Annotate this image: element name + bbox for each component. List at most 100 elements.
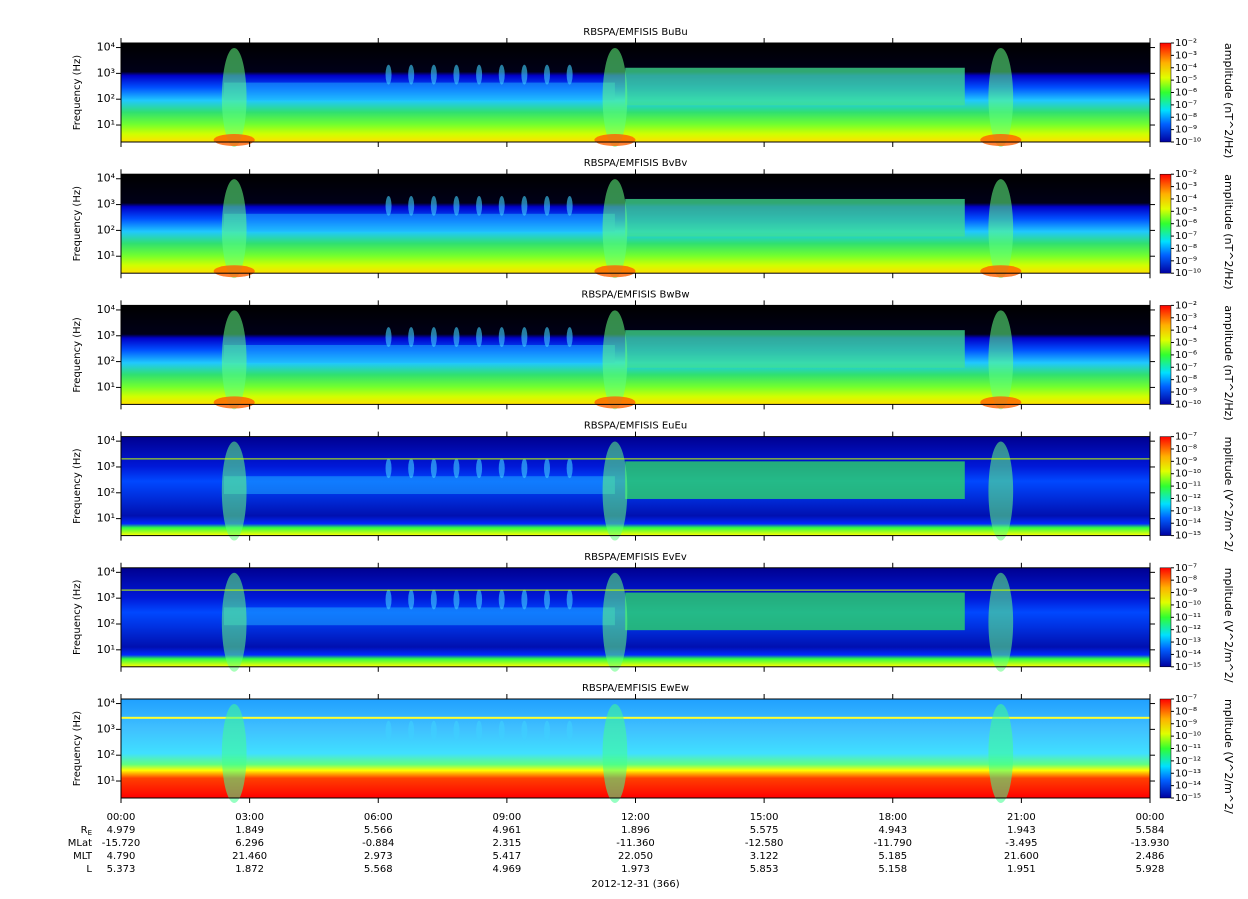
ephemeris-label-subscript: E bbox=[88, 829, 92, 837]
colorbar-tick-label: 10⁻⁵ bbox=[1175, 338, 1197, 349]
y-tick-label: 10² bbox=[97, 92, 115, 105]
colorbar-tick-label: 10⁻¹⁵ bbox=[1175, 662, 1201, 673]
colorbar-tick-label: 10⁻¹² bbox=[1175, 493, 1201, 504]
ephemeris-value: 2.315 bbox=[493, 838, 522, 849]
colorbar-tick-label: 10⁻⁵ bbox=[1175, 206, 1197, 217]
emission-burst bbox=[980, 134, 1022, 146]
x-tick-label: 18:00 bbox=[878, 812, 907, 823]
ephemeris-value: 1.872 bbox=[235, 864, 264, 875]
ephemeris-value: -11.360 bbox=[616, 838, 655, 849]
panel-title: RBSPA/EMFISIS EwEw bbox=[582, 683, 689, 694]
ephemeris-value: 5.568 bbox=[364, 864, 393, 875]
colorbar-tick-label: 10⁻⁷ bbox=[1175, 231, 1197, 242]
y-tick-label: 10³ bbox=[97, 460, 115, 473]
x-tick-label: 21:00 bbox=[1007, 812, 1036, 823]
panel-title: RBSPA/EMFISIS EuEu bbox=[584, 421, 687, 432]
emission-blob bbox=[476, 195, 483, 216]
emission-blob bbox=[521, 195, 528, 216]
ephemeris-label-text: L bbox=[86, 864, 92, 875]
colorbar bbox=[1159, 305, 1172, 405]
ephemeris-label-text: MLat bbox=[68, 838, 92, 849]
emission-burst bbox=[988, 47, 1014, 147]
ephemeris-value: 4.790 bbox=[107, 851, 136, 862]
ephemeris-value: 2.973 bbox=[364, 851, 393, 862]
emission-blob bbox=[408, 458, 415, 479]
emission-burst bbox=[988, 703, 1014, 803]
colorbar-tick-label: 10⁻⁷ bbox=[1175, 694, 1197, 705]
ephemeris-label: RE bbox=[81, 825, 92, 837]
y-tick-label: 10⁴ bbox=[97, 697, 116, 710]
colorbar-tick-label: 10⁻⁹ bbox=[1175, 125, 1197, 136]
emission-blob bbox=[521, 458, 528, 479]
emission-burst bbox=[221, 572, 247, 672]
emission-blob bbox=[430, 720, 437, 741]
y-tick-label: 10³ bbox=[97, 66, 115, 79]
emission-burst bbox=[980, 265, 1022, 278]
emission-blob bbox=[544, 327, 551, 347]
emission-burst bbox=[988, 310, 1014, 410]
y-tick-label: 10⁴ bbox=[97, 434, 116, 447]
emission-band bbox=[223, 607, 615, 626]
emission-blob bbox=[453, 458, 460, 479]
x-tick-label: 00:00 bbox=[107, 812, 136, 823]
emission-burst bbox=[602, 703, 628, 803]
y-tick-label: 10¹ bbox=[97, 118, 115, 131]
emission-blob bbox=[408, 327, 415, 347]
x-tick-label: 03:00 bbox=[235, 812, 264, 823]
y-tick-label: 10² bbox=[97, 486, 115, 499]
colorbar-tick-label: 10⁻¹³ bbox=[1175, 768, 1201, 779]
emission-band bbox=[625, 67, 965, 106]
emission-blob bbox=[544, 195, 551, 216]
colorbar-tick-label: 10⁻² bbox=[1175, 169, 1197, 180]
ephemeris-label-text: MLT bbox=[73, 851, 93, 862]
spectrogram-image bbox=[121, 436, 1150, 541]
emission-blob bbox=[498, 458, 505, 479]
ephemeris-value: 1.896 bbox=[621, 825, 650, 836]
emission-burst bbox=[988, 179, 1014, 279]
emission-blob bbox=[521, 720, 528, 741]
emission-burst bbox=[980, 396, 1022, 409]
colorbar-tick-label: 10⁻³ bbox=[1175, 313, 1197, 324]
spectrogram-image bbox=[121, 305, 1150, 410]
emission-blob bbox=[498, 64, 505, 85]
ephemeris-value: 21.460 bbox=[232, 851, 267, 862]
emission-blob bbox=[476, 327, 483, 347]
y-axis-label: Frequency (Hz) bbox=[72, 580, 83, 656]
colorbar-tick-label: 10⁻¹⁰ bbox=[1175, 469, 1201, 480]
colorbar-tick-label: 10⁻⁷ bbox=[1175, 563, 1197, 574]
emission-blob bbox=[408, 195, 415, 216]
ephemeris-value: 1.951 bbox=[1007, 864, 1036, 875]
x-tick-label: 00:00 bbox=[1136, 812, 1165, 823]
emission-blob bbox=[408, 720, 415, 741]
emission-burst bbox=[213, 396, 255, 409]
colorbar-label: amplitude (nT^2/Hz) bbox=[1222, 43, 1235, 158]
emission-blob bbox=[498, 327, 505, 347]
ephemeris-value: -15.720 bbox=[102, 838, 141, 849]
colorbar-label: mplitude (V^2/m^2/ bbox=[1222, 437, 1235, 552]
emission-blob bbox=[408, 589, 415, 610]
emission-burst bbox=[602, 572, 628, 672]
emission-band bbox=[223, 476, 615, 495]
emission-blob bbox=[476, 720, 483, 741]
emission-burst bbox=[594, 134, 636, 146]
colorbar bbox=[1159, 42, 1172, 143]
emission-blob bbox=[430, 589, 437, 610]
ephemeris-value: -0.884 bbox=[362, 838, 394, 849]
y-tick-label: 10³ bbox=[97, 198, 115, 211]
spectrogram-image bbox=[121, 43, 1150, 147]
emission-blob bbox=[566, 589, 573, 610]
emission-blob bbox=[521, 589, 528, 610]
y-tick-label: 10³ bbox=[97, 722, 115, 735]
colorbar-tick-label: 10⁻⁸ bbox=[1175, 575, 1197, 586]
ephemeris-value: 5.566 bbox=[364, 825, 393, 836]
colorbar-label: mplitude (V^2/m^2/ bbox=[1222, 699, 1235, 814]
emission-blob bbox=[453, 589, 460, 610]
colorbar-tick-label: 10⁻¹⁰ bbox=[1175, 399, 1201, 410]
emission-blob bbox=[476, 589, 483, 610]
ephemeris-value: 4.979 bbox=[107, 825, 136, 836]
y-tick-label: 10⁴ bbox=[97, 565, 116, 578]
date-label: 2012-12-31 (366) bbox=[591, 879, 679, 890]
emission-burst bbox=[602, 179, 628, 279]
spectrogram-image bbox=[121, 567, 1150, 672]
